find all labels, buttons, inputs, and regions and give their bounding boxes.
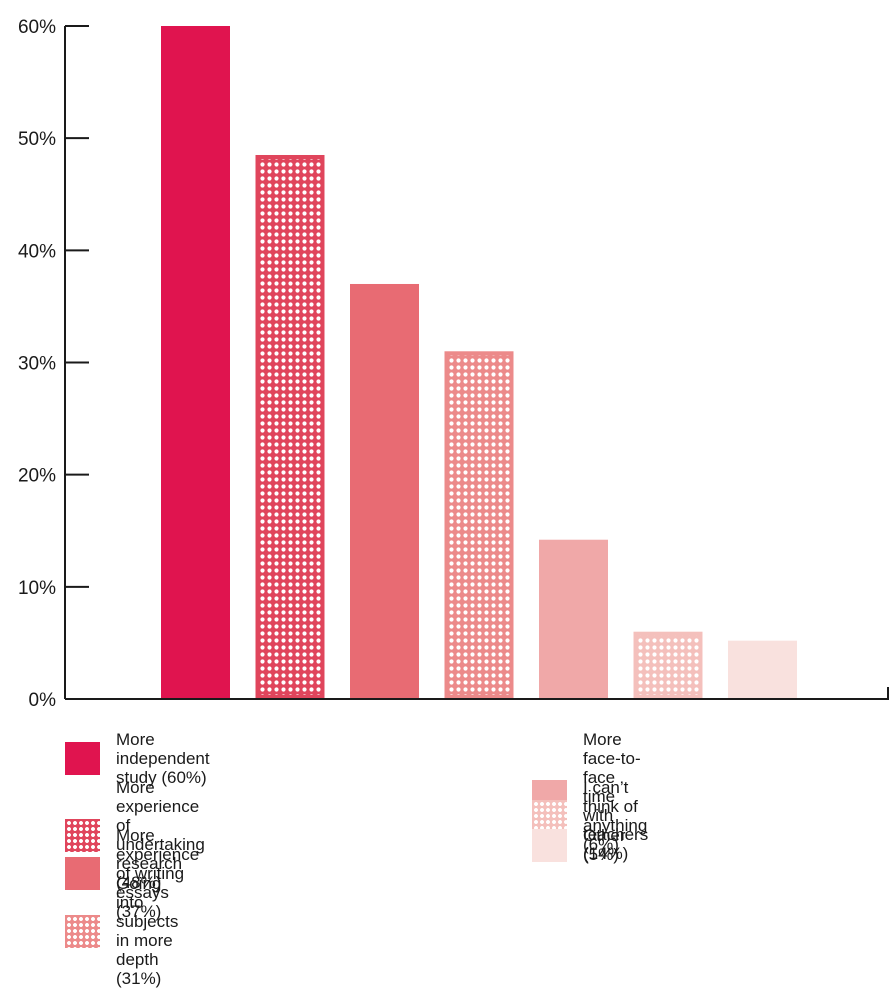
- legend-swatch: [65, 818, 100, 852]
- bar-7: [728, 640, 797, 699]
- legend-swatch: [532, 828, 567, 862]
- legend-swatch: [65, 914, 100, 948]
- legend-label: Going into subjects in more depth (31%): [116, 874, 179, 988]
- y-tick-label: 50%: [18, 129, 56, 150]
- bar-5: [539, 539, 608, 699]
- y-tick-label: 40%: [18, 241, 56, 262]
- y-tick-label: 60%: [18, 17, 56, 38]
- bar-chart: 0% 10% 20% 30% 40% 50% 60%: [18, 17, 889, 710]
- legend-item: More experience of undertaking research …: [65, 778, 205, 892]
- legend-label: Other (5%): [583, 826, 626, 864]
- legend-item: Going into subjects in more depth (31%): [65, 874, 178, 988]
- legend-swatch: [65, 742, 100, 775]
- bar-2-dot-pattern: [258, 158, 322, 695]
- y-tick-label: 20%: [18, 466, 56, 487]
- legend-label: I can’t think of anything (6%): [583, 778, 648, 854]
- bar-6-dot-pattern: [636, 635, 700, 695]
- axes-group: 0% 10% 20% 30% 40% 50% 60%: [18, 17, 889, 710]
- legend-swatch: [65, 857, 100, 890]
- legend-item: Other (5%): [532, 826, 626, 864]
- bar-4-dot-pattern: [447, 355, 511, 695]
- legend-swatch: [532, 799, 567, 833]
- legend-item: I can’t think of anything (6%): [532, 778, 647, 854]
- bars-group: [161, 26, 797, 699]
- legend-label: More independent study (60%): [116, 730, 210, 787]
- y-tick-label: 30%: [18, 354, 56, 375]
- legend-item: More independent study (60%): [65, 730, 210, 787]
- legend-item: More face-to-face time with teachers (14…: [532, 730, 648, 863]
- y-tick-label: 10%: [18, 578, 56, 599]
- legend-label: More face-to-face time with teachers (14…: [583, 730, 649, 863]
- y-tick-label: 0%: [29, 690, 57, 710]
- bar-1: [161, 26, 230, 699]
- bar-3: [350, 283, 419, 699]
- legend-label: More experience of undertaking research …: [116, 778, 205, 892]
